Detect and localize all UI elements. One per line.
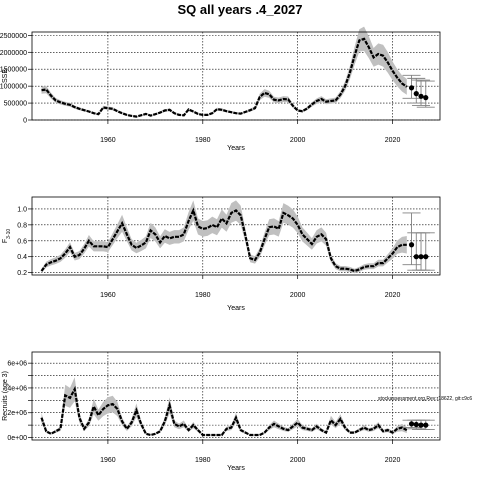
y-tick-label: 0.4 <box>17 254 27 261</box>
forecast-point <box>423 95 429 101</box>
chart-title: SQ all years .4_2027 <box>177 2 303 17</box>
y-tick-label: 0 <box>23 118 27 125</box>
plot-frame <box>31 351 441 441</box>
x-tick-label: 2000 <box>290 457 306 464</box>
confidence-band <box>41 26 407 118</box>
y-tick-label: 1500000 <box>0 67 27 74</box>
forecast-point <box>418 254 424 260</box>
y-tick-label: 0.8 <box>17 222 27 229</box>
x-tick-label: 1960 <box>100 457 116 464</box>
y-tick-label: 1000000 <box>0 84 27 91</box>
forecast-point <box>408 242 415 248</box>
x-tick-label: 1980 <box>195 457 211 464</box>
recruitment-panel: 1960 1980 2000 2020 0e+00 2e+06 4e+06 6e+06 Year… <box>2 351 441 472</box>
plot-frame <box>31 196 441 276</box>
forecast-point <box>423 254 429 260</box>
x-tick-label: 2000 <box>290 292 306 299</box>
y-axis-label: SSB <box>2 69 9 83</box>
x-tick-label: 1960 <box>100 137 116 144</box>
y-tick-label: 2e+06 <box>7 410 27 417</box>
y-tick-label: 0e+00 <box>7 435 27 442</box>
forecast-point <box>418 422 424 428</box>
y-tick-label: 6e+06 <box>7 361 27 368</box>
estimate-line <box>41 37 408 118</box>
confidence-band <box>41 377 407 436</box>
y-tick-label: 2500000 <box>0 33 27 40</box>
estimate-line <box>40 207 407 273</box>
x-tick-label: 1980 <box>195 137 211 144</box>
x-tick-label: 2020 <box>385 137 401 144</box>
y-axis-label: F3-10 <box>2 229 12 244</box>
x-tick-label: 1960 <box>100 292 116 299</box>
forecast-point <box>413 254 419 260</box>
forecast-point <box>413 91 419 97</box>
y-axis-label-subscript: 3-10 <box>6 229 12 239</box>
x-axis-label: Years <box>227 465 245 472</box>
x-axis-label: Years <box>227 305 245 312</box>
x-axis-label: Years <box>227 145 245 152</box>
estimate-line <box>40 385 408 437</box>
y-tick-label: 0.2 <box>17 270 27 277</box>
x-tick-label: 2020 <box>385 457 401 464</box>
y-tick-label: 1.0 <box>17 206 27 213</box>
x-tick-label: 2000 <box>290 137 306 144</box>
ssb-panel: 1960 1980 2000 2020 0 500000 1000000 1500000 200… <box>0 26 441 152</box>
y-tick-label: 4e+06 <box>7 385 27 392</box>
fbar-panel: 1960 1980 2000 2020 0.2 0.4 0.6 0.8 1.0 Years F3-1… <box>2 196 441 312</box>
y-tick-label: 2000000 <box>0 50 27 57</box>
forecast-point <box>413 421 419 428</box>
confidence-band <box>41 200 407 274</box>
x-tick-label: 1980 <box>195 292 211 299</box>
forecast-point <box>408 421 415 427</box>
forecast-point <box>423 422 429 428</box>
forecast-point <box>408 85 415 91</box>
x-tick-label: 2020 <box>385 292 401 299</box>
plot-frame <box>31 31 441 121</box>
y-axis-label: Recruits (age 3) <box>2 371 9 421</box>
y-tick-label: 0.6 <box>17 238 27 245</box>
revision-annotation: stockassessment.org,Rev:r18622, git:c9c6 <box>378 396 472 402</box>
forecast-point <box>418 93 424 99</box>
y-tick-label: 500000 <box>4 101 27 108</box>
